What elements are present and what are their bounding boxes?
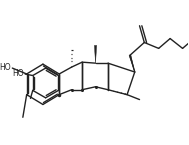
- Polygon shape: [94, 45, 97, 63]
- Text: HO: HO: [12, 69, 24, 78]
- Polygon shape: [129, 55, 135, 72]
- Text: HO: HO: [0, 63, 10, 72]
